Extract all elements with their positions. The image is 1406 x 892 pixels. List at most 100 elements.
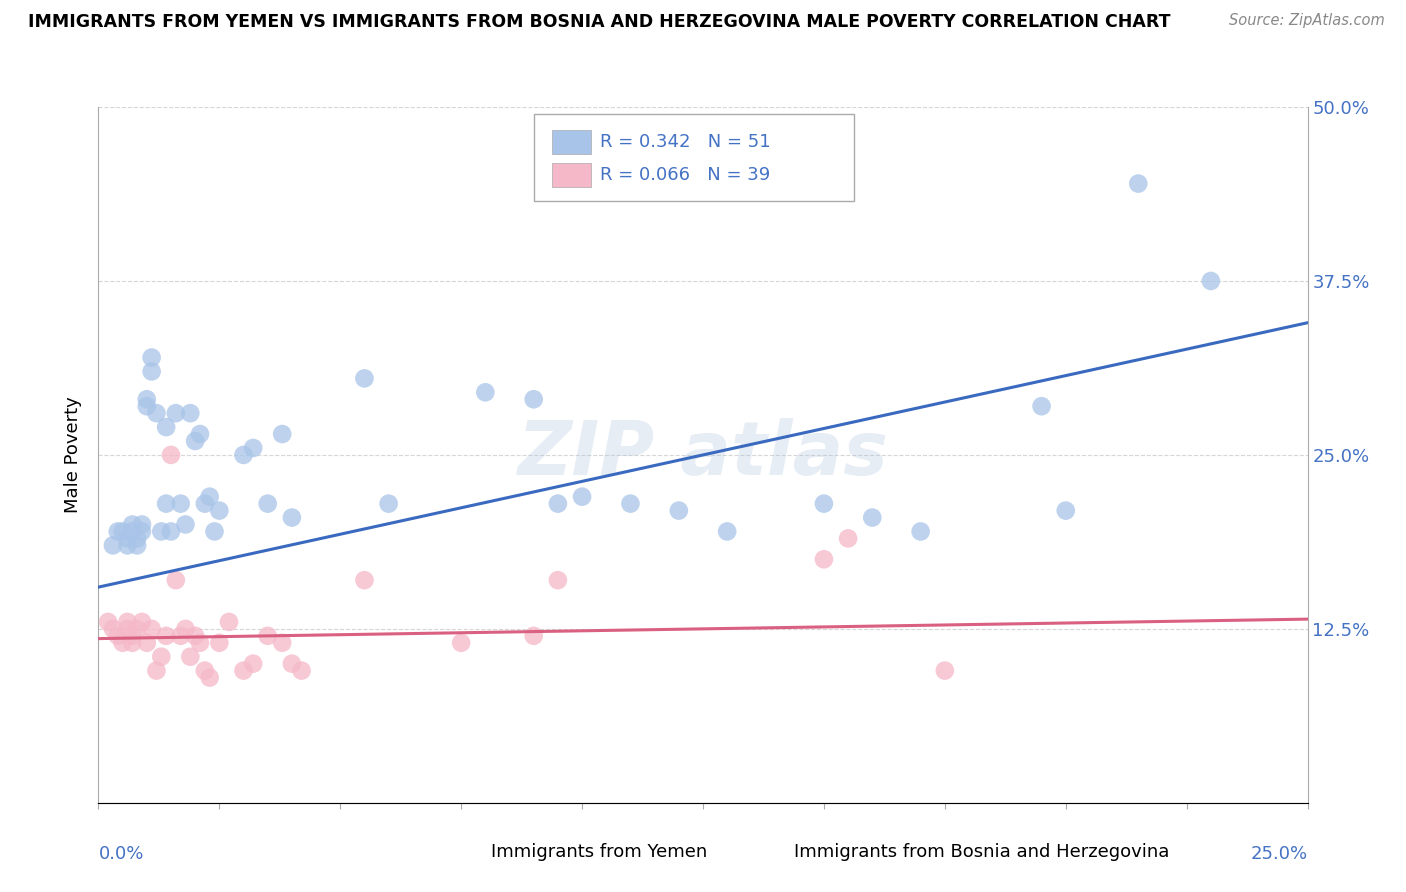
Point [145, 664, 167, 678]
Point [107, 629, 129, 643]
Point [1031, 399, 1053, 413]
Text: Immigrants from Bosnia and Herzegovina: Immigrants from Bosnia and Herzegovina [793, 843, 1168, 861]
Point [194, 497, 217, 511]
Point [169, 629, 191, 643]
Point [141, 622, 163, 636]
Text: ZIP atlas: ZIP atlas [517, 418, 889, 491]
Point [256, 629, 278, 643]
Text: Source: ZipAtlas.com: Source: ZipAtlas.com [1229, 13, 1385, 29]
Point [107, 524, 129, 539]
Point [184, 629, 207, 643]
Point [101, 538, 124, 552]
Point [127, 532, 149, 546]
Text: 25.0%: 25.0% [1250, 845, 1308, 863]
Point [141, 351, 163, 365]
Point [160, 448, 183, 462]
Point [198, 671, 221, 685]
Point [121, 629, 143, 643]
Point [184, 434, 207, 448]
Point [111, 524, 134, 539]
Y-axis label: Male Poverty: Male Poverty [65, 397, 83, 513]
Point [547, 573, 569, 587]
Point [145, 406, 167, 420]
Point [271, 427, 294, 442]
Text: 0.0%: 0.0% [98, 845, 143, 863]
Point [117, 532, 139, 546]
Point [1054, 503, 1077, 517]
Point [813, 552, 835, 566]
FancyBboxPatch shape [453, 836, 484, 867]
Point [271, 636, 294, 650]
Point [218, 615, 240, 629]
Point [111, 636, 134, 650]
Point [121, 517, 143, 532]
Point [813, 497, 835, 511]
Point [523, 392, 546, 407]
Point [353, 573, 375, 587]
FancyBboxPatch shape [755, 836, 786, 867]
Text: R = 0.342   N = 51: R = 0.342 N = 51 [600, 133, 770, 151]
Point [474, 385, 496, 400]
Point [169, 497, 191, 511]
Text: R = 0.066   N = 39: R = 0.066 N = 39 [600, 166, 770, 185]
Point [194, 664, 217, 678]
Point [179, 406, 201, 420]
Point [135, 392, 157, 407]
Point [281, 510, 304, 524]
Point [716, 524, 738, 539]
Point [571, 490, 593, 504]
Point [150, 649, 173, 664]
Point [160, 524, 183, 539]
Point [101, 622, 124, 636]
Point [910, 524, 932, 539]
Point [141, 364, 163, 378]
Point [198, 490, 221, 504]
Point [131, 517, 153, 532]
Point [547, 497, 569, 511]
Point [188, 427, 211, 442]
Point [188, 636, 211, 650]
Point [127, 622, 149, 636]
Point [155, 629, 177, 643]
FancyBboxPatch shape [534, 114, 855, 201]
Point [150, 524, 173, 539]
Point [353, 371, 375, 385]
Point [97, 615, 120, 629]
Point [208, 503, 231, 517]
Point [232, 448, 254, 462]
Point [523, 629, 546, 643]
Point [165, 573, 187, 587]
Point [121, 524, 143, 539]
Point [668, 503, 690, 517]
Point [179, 649, 201, 664]
Point [155, 420, 177, 434]
Point [204, 524, 226, 539]
Point [281, 657, 304, 671]
Point [450, 636, 472, 650]
Point [837, 532, 859, 546]
Point [1199, 274, 1222, 288]
Point [135, 399, 157, 413]
Point [174, 517, 197, 532]
Point [135, 636, 157, 650]
Point [121, 636, 143, 650]
FancyBboxPatch shape [553, 163, 591, 187]
Point [131, 615, 153, 629]
FancyBboxPatch shape [553, 130, 591, 153]
Point [131, 524, 153, 539]
Point [1128, 177, 1150, 191]
Point [117, 538, 139, 552]
Point [208, 636, 231, 650]
Point [377, 497, 399, 511]
Point [127, 538, 149, 552]
Point [619, 497, 641, 511]
Point [165, 406, 187, 420]
Point [934, 664, 956, 678]
Point [232, 664, 254, 678]
Point [117, 622, 139, 636]
Point [242, 441, 264, 455]
Text: IMMIGRANTS FROM YEMEN VS IMMIGRANTS FROM BOSNIA AND HERZEGOVINA MALE POVERTY COR: IMMIGRANTS FROM YEMEN VS IMMIGRANTS FROM… [28, 13, 1171, 31]
Point [242, 657, 264, 671]
Point [290, 664, 312, 678]
Text: Immigrants from Yemen: Immigrants from Yemen [492, 843, 707, 861]
